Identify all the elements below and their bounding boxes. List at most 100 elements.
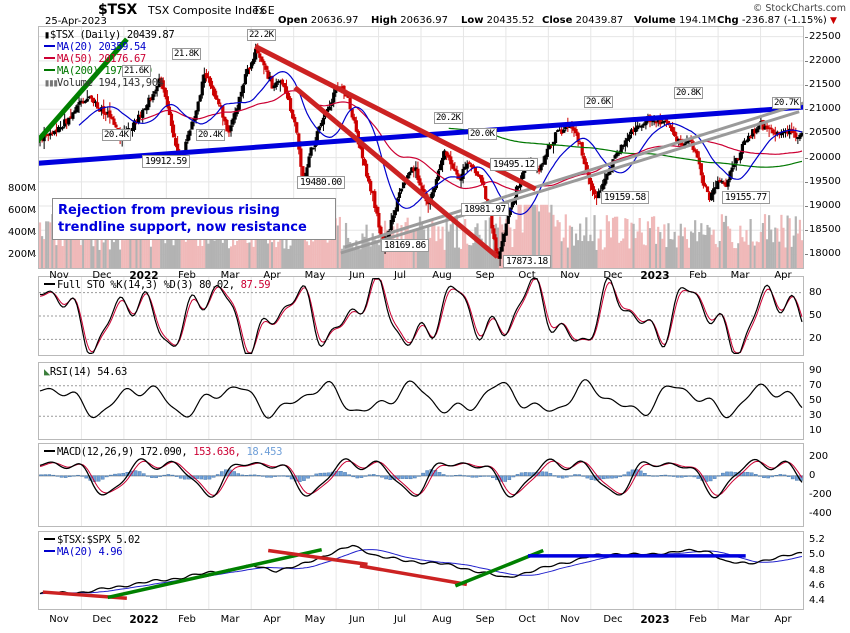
legend-volume: ▮▮▮Volume 194,143,904	[44, 77, 164, 89]
ratio-axis-tick-4.4: 4.4	[809, 595, 825, 606]
ratio-axis-tick-5.2: 5.2	[809, 534, 825, 545]
down-arrow-icon: ▼	[829, 16, 837, 26]
sto-d-value: 87.59	[240, 279, 271, 291]
axis-tick	[805, 254, 808, 255]
symbol-name: TSX Composite Index	[148, 4, 266, 17]
stockcharts-credit: © StockCharts.com	[752, 3, 846, 14]
price-label-13: 18981.97	[461, 203, 509, 216]
axis-tick	[33, 189, 36, 190]
price-panel	[38, 26, 804, 269]
price-tag-9: 20.7K	[772, 97, 801, 109]
quote-open: Open 20636.97	[278, 15, 359, 26]
rsi-axis-tick-70: 70	[809, 380, 822, 391]
x-axis-top-mar: Mar	[220, 270, 240, 281]
stochastics-panel	[38, 276, 804, 356]
legend-rsi: ◣RSI(14) 54.63	[44, 366, 127, 378]
price-label-14: 19495.12	[490, 158, 538, 171]
legend-ma20: MA(20) 20359.54	[44, 41, 146, 53]
x-axis-top-2023: 2023	[640, 270, 670, 282]
axis-tick	[805, 37, 808, 38]
axis-tick	[805, 158, 808, 159]
exchange-label: TSE	[253, 4, 276, 17]
macd-panel	[38, 443, 804, 527]
legend-ma50: MA(50) 20176.67	[44, 53, 146, 65]
x-axis-top-nov: Nov	[49, 270, 69, 281]
legend-price-symbol: ▮$TSX (Daily) 20439.87	[44, 29, 175, 41]
chart-header: $TSX TSX Composite Index TSE 25-Apr-2023…	[0, 0, 850, 27]
macd-hist-value: 18.453	[246, 446, 283, 458]
x-axis-bottom-feb: Feb	[178, 614, 196, 625]
x-axis-bottom-feb: Feb	[689, 614, 707, 625]
axis-tick	[805, 109, 808, 110]
quote-date: 25-Apr-2023	[45, 16, 107, 27]
price-tag-0: 22.2K	[247, 29, 276, 41]
x-axis-bottom-nov: Nov	[49, 614, 69, 625]
line-icon	[44, 550, 55, 552]
rsi-axis-tick-90: 90	[809, 365, 822, 376]
quote-high: High 20636.97	[371, 15, 448, 26]
axis-tick	[33, 233, 36, 234]
line-icon	[44, 45, 55, 47]
rsi-panel	[38, 362, 804, 440]
x-axis-bottom-2023: 2023	[640, 614, 670, 626]
ratio-axis-tick-5.0: 5.0	[809, 549, 825, 560]
axis-tick	[805, 133, 808, 134]
sto-axis-tick-20: 20	[809, 333, 822, 344]
volume-bars-icon: ▮▮▮	[44, 77, 59, 89]
x-axis-top-apr: Apr	[774, 270, 792, 281]
x-axis-top-apr: Apr	[263, 270, 281, 281]
volume-axis-tick-600M: 600M	[8, 205, 36, 216]
price-axis-tick-20500: 20500	[809, 127, 841, 138]
x-axis-bottom-nov: Nov	[560, 614, 580, 625]
rsi-axis-tick-50: 50	[809, 395, 822, 406]
macd-signal-value: 153.636,	[193, 446, 241, 458]
x-axis-bottom-sep: Sep	[475, 614, 495, 625]
quote-low: Low 20435.52	[461, 15, 535, 26]
x-axis-top-jul: Jul	[393, 270, 407, 281]
price-label-17: 19155.77	[722, 191, 770, 204]
x-axis-bottom-apr: Apr	[263, 614, 281, 625]
x-axis-top-aug: Aug	[432, 270, 452, 281]
price-label-16: 19159.58	[601, 191, 649, 204]
x-axis-top-dec: Dec	[603, 270, 623, 281]
candlestick-icon: ▮	[44, 29, 50, 41]
annotation-line-2: trendline support, now resistance	[58, 220, 307, 235]
rsi-mountain-icon: ◣	[44, 366, 50, 378]
price-axis-tick-22500: 22500	[809, 31, 841, 42]
x-axis-top-mar: Mar	[730, 270, 750, 281]
quote-change: Chg -236.87 (-1.15%) ▼	[717, 15, 837, 26]
x-axis-bottom-oct: Oct	[518, 614, 536, 625]
quote-close: Close 20439.87	[542, 15, 624, 26]
line-icon	[44, 57, 55, 59]
volume-axis-tick-400M: 400M	[8, 227, 36, 238]
volume-axis-tick-200M: 200M	[8, 249, 36, 260]
line-icon	[44, 283, 55, 285]
x-axis-bottom-dec: Dec	[92, 614, 112, 625]
macd-axis-tick-200: 200	[809, 451, 829, 462]
rsi-axis-tick-30: 30	[809, 410, 822, 421]
price-tag-7: 20.6K	[584, 96, 613, 108]
price-tag-3: 20.4K	[102, 129, 131, 141]
legend-ratio: $TSX:$SPX 5.02	[44, 534, 140, 546]
x-axis-top-feb: Feb	[689, 270, 707, 281]
ratio-axis-tick-4.6: 4.6	[809, 580, 825, 591]
price-label-11: 19480.00	[297, 176, 345, 189]
sto-axis-tick-80: 80	[809, 287, 822, 298]
x-axis-bottom-mar: Mar	[220, 614, 240, 625]
price-tag-1: 21.8K	[172, 48, 201, 60]
macd-canvas	[39, 444, 803, 526]
sto-axis-tick-50: 50	[809, 310, 822, 321]
axis-tick	[805, 61, 808, 62]
macd-axis-tick--400: -400	[809, 508, 832, 519]
price-axis-tick-22000: 22000	[809, 55, 841, 66]
x-axis-top-feb: Feb	[178, 270, 196, 281]
annotation-line-1: Rejection from previous rising	[58, 203, 280, 218]
price-tag-8: 20.8K	[674, 87, 703, 99]
price-axis-tick-19500: 19500	[809, 176, 841, 187]
x-axis-bottom-mar: Mar	[730, 614, 750, 625]
rsi-axis-tick-10: 10	[809, 425, 822, 436]
price-axis-tick-21000: 21000	[809, 103, 841, 114]
price-tag-2: 21.6K	[122, 65, 151, 77]
price-tag-5: 20.2K	[434, 112, 463, 124]
axis-tick	[805, 85, 808, 86]
